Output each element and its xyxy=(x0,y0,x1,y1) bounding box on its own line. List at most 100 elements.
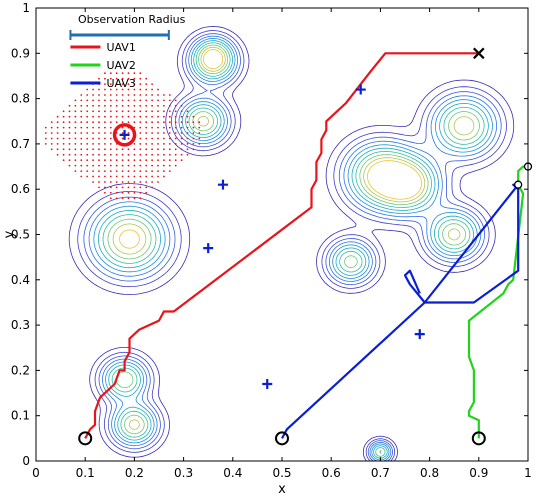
observation-dot xyxy=(50,137,53,140)
observation-dot xyxy=(121,94,124,96)
observation-dot xyxy=(62,121,65,124)
observation-dot xyxy=(163,137,165,140)
observation-dot xyxy=(151,164,154,167)
observation-dot xyxy=(68,132,71,134)
observation-dot xyxy=(168,159,171,162)
y-tick-label: 0.5 xyxy=(11,228,30,242)
observation-dot xyxy=(180,115,183,118)
observation-dot xyxy=(168,121,171,124)
observation-dot xyxy=(180,148,183,151)
observation-dot xyxy=(157,137,159,140)
observation-dot xyxy=(133,121,136,124)
observation-dot xyxy=(139,83,142,85)
observation-dot xyxy=(151,181,154,183)
observation-dot xyxy=(139,164,142,167)
start-marker xyxy=(471,431,486,446)
observation-dot xyxy=(121,191,124,194)
observation-dot xyxy=(74,99,77,102)
legend-label-uav2: UAV2 xyxy=(106,59,135,72)
observation-dot xyxy=(192,148,195,151)
observation-dot xyxy=(98,121,100,124)
observation-dot xyxy=(168,170,171,173)
observation-dot xyxy=(115,77,118,80)
observation-dot xyxy=(127,175,130,178)
observation-dot xyxy=(92,148,94,151)
observation-dot xyxy=(151,186,154,189)
observation-dot xyxy=(92,126,94,129)
observation-dot xyxy=(157,94,159,96)
observation-dot xyxy=(157,143,159,145)
observation-dot xyxy=(62,153,65,156)
observation-dot xyxy=(92,88,94,91)
observation-dot xyxy=(74,132,77,134)
observation-dot xyxy=(174,126,177,129)
observation-dot xyxy=(104,83,106,85)
observation-dot xyxy=(115,153,118,156)
start-marker xyxy=(78,431,93,446)
observation-dot xyxy=(157,153,159,156)
observation-dot xyxy=(168,148,171,151)
observation-dot xyxy=(74,164,77,167)
observation-dot xyxy=(104,115,106,118)
x-tick-label: 0.3 xyxy=(174,466,193,480)
observation-dot xyxy=(133,99,136,102)
y-tick-label: 0.2 xyxy=(11,363,30,377)
observation-dot xyxy=(80,137,83,140)
contour-layer xyxy=(68,26,515,461)
observation-dot xyxy=(180,121,183,124)
observation-dot xyxy=(56,126,59,129)
observation-dot xyxy=(192,126,195,129)
observation-dot xyxy=(168,153,171,156)
observation-dot xyxy=(86,94,89,96)
observation-dot xyxy=(80,153,83,156)
observation-dot xyxy=(127,137,130,140)
observation-dot xyxy=(68,148,71,151)
observation-dot xyxy=(109,148,112,151)
observation-dot xyxy=(157,110,159,113)
observation-dot xyxy=(151,153,154,156)
observation-dot xyxy=(151,143,154,145)
y-tick-label: 0.1 xyxy=(11,409,30,423)
observation-dot xyxy=(115,88,118,91)
observation-dot xyxy=(168,110,171,113)
observation-dot xyxy=(163,132,165,134)
observation-dot xyxy=(104,181,106,183)
x-axis-label: x xyxy=(278,482,286,497)
observation-dot xyxy=(44,143,47,145)
observation-dot xyxy=(151,83,154,85)
observation-dot xyxy=(109,175,112,178)
observation-dot xyxy=(127,121,130,124)
observation-dot xyxy=(56,115,59,118)
observation-dot xyxy=(104,99,106,102)
observation-dot xyxy=(198,143,201,145)
observation-dot xyxy=(186,115,189,118)
observation-dot xyxy=(98,137,100,140)
observation-dot xyxy=(127,83,130,85)
observation-dot xyxy=(133,159,136,162)
observation-dot xyxy=(186,153,189,156)
observation-dot xyxy=(115,159,118,162)
y-tick-label: 1 xyxy=(22,1,30,15)
observation-dot xyxy=(127,94,130,96)
observation-dot xyxy=(133,186,136,189)
legend-label-uav1: UAV1 xyxy=(106,41,135,54)
observation-dot xyxy=(145,143,148,145)
observation-dot xyxy=(98,153,100,156)
observation-dot xyxy=(92,115,94,118)
observation-dot xyxy=(104,159,106,162)
observation-dot xyxy=(174,104,177,107)
observation-dot xyxy=(163,164,165,167)
observation-dot xyxy=(104,170,106,173)
observation-dot xyxy=(133,115,136,118)
x-tick-label: 0.8 xyxy=(420,466,439,480)
y-tick-label: 0.9 xyxy=(11,46,30,60)
observation-dot xyxy=(157,126,159,129)
x-tick-label: 0.9 xyxy=(469,466,488,480)
observation-dot xyxy=(163,104,165,107)
observation-dot xyxy=(198,137,201,140)
observation-dot xyxy=(92,104,94,107)
observation-dot xyxy=(121,137,124,140)
observation-dot xyxy=(163,143,165,145)
observation-dot xyxy=(186,137,189,140)
observation-dot xyxy=(133,143,136,145)
